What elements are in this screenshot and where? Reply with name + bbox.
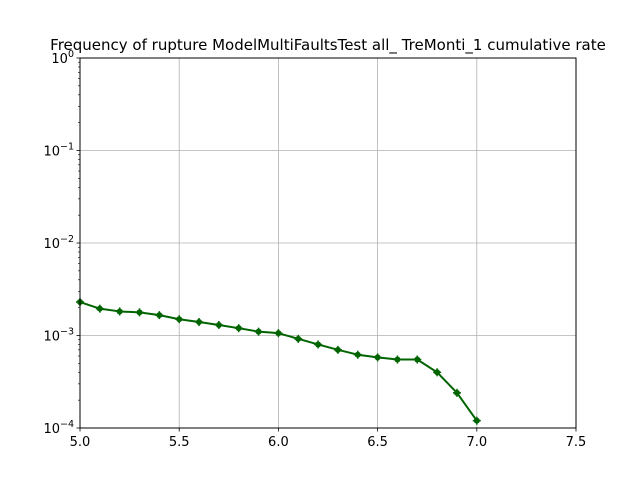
x-tick-label: 6.0	[268, 435, 289, 450]
series-layer	[76, 298, 481, 425]
y-tick-label: 10−3	[43, 327, 74, 345]
y-tick-exponent: −3	[60, 327, 74, 338]
y-tick-label: 100	[51, 49, 74, 67]
x-tick-label: 6.5	[367, 435, 388, 450]
y-tick-exponent: 0	[68, 49, 74, 60]
y-tick-label: 10−1	[43, 142, 74, 160]
y-tick-base: 10	[43, 237, 60, 252]
y-tick-base: 10	[43, 330, 60, 345]
y-tick-base: 10	[43, 145, 60, 160]
x-tick-label: 7.5	[566, 435, 587, 450]
y-tick-label: 10−2	[43, 234, 74, 252]
y-tick-exponent: −1	[60, 142, 74, 153]
y-tick-base: 10	[43, 422, 60, 437]
x-tick-label: 5.5	[169, 435, 190, 450]
chart-title: Frequency of rupture ModelMultiFaultsTes…	[50, 36, 606, 55]
x-tick-label: 5.0	[70, 435, 91, 450]
y-tick-label: 10−4	[43, 419, 74, 437]
y-tick-exponent: −4	[60, 419, 74, 430]
y-tick-base: 10	[51, 52, 68, 67]
x-tick-label: 7.0	[466, 435, 487, 450]
y-tick-exponent: −2	[60, 234, 74, 245]
